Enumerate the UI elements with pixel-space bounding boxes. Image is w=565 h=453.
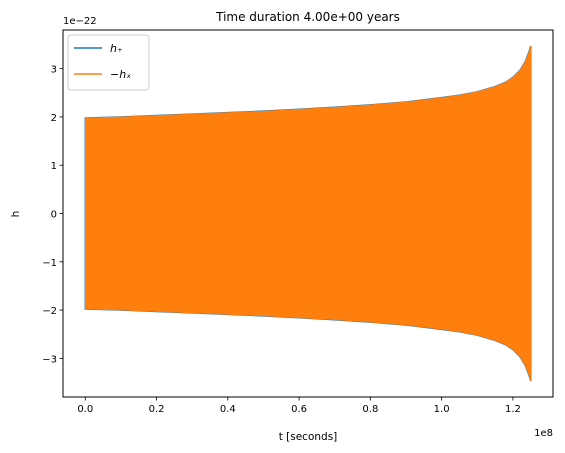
x-tick-label: 1.2 [505, 404, 521, 415]
x-axis-ticks: 0.0 0.2 0.4 0.6 0.8 1.0 1.2 [77, 397, 521, 415]
legend-label-h-plus: h₊ [110, 42, 123, 55]
plot-area [84, 45, 532, 382]
x-tick-label: 0.4 [220, 404, 236, 415]
series-1-waveform [84, 45, 532, 382]
legend-frame [67, 34, 150, 91]
y-tick-label: 2 [51, 113, 57, 124]
y-tick-label: 1 [51, 161, 57, 172]
y-axis-ticks: −3 −2 −1 0 1 2 3 [42, 65, 63, 365]
x-offset-text: 1e8 [534, 428, 553, 439]
legend: h₊ −hₓ [67, 34, 150, 91]
x-tick-label: 0.0 [77, 404, 93, 415]
axes-frame [62, 29, 554, 398]
y-offset-text: 1e−22 [63, 16, 97, 27]
y-tick-label: 0 [51, 210, 57, 221]
x-tick-label: 0.8 [362, 404, 378, 415]
y-tick-label: −2 [42, 306, 57, 317]
chart-title: Time duration 4.00e+00 years [215, 10, 400, 24]
x-tick-label: 1.0 [434, 404, 450, 415]
y-axis-label: h [10, 211, 22, 218]
x-tick-label: 0.2 [149, 404, 165, 415]
x-tick-label: 0.6 [291, 404, 307, 415]
y-tick-label: −3 [42, 354, 57, 365]
y-tick-label: −1 [42, 258, 57, 269]
y-tick-label: 3 [51, 65, 57, 76]
x-axis-label: t [seconds] [279, 431, 338, 443]
legend-label-minus-h-cross: −hₓ [110, 68, 131, 81]
